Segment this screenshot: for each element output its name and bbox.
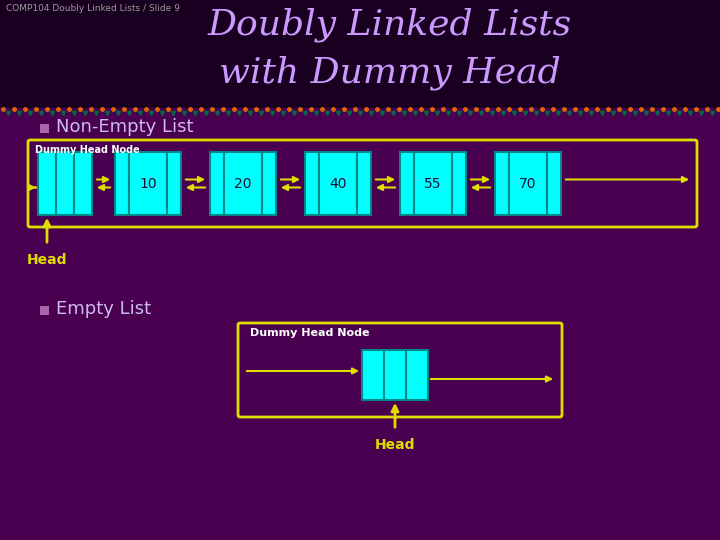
Bar [56, 152, 74, 215]
Bar [384, 350, 406, 400]
Bar [40, 124, 49, 133]
Text: 10: 10 [139, 177, 157, 191]
Bar [406, 350, 428, 400]
Bar [224, 152, 262, 215]
Bar [362, 350, 384, 400]
Bar [115, 152, 129, 215]
Text: Empty List: Empty List [56, 300, 151, 319]
Text: 20: 20 [234, 177, 252, 191]
Bar [357, 152, 371, 215]
Text: Head: Head [27, 253, 67, 267]
Text: Doubly Linked Lists: Doubly Linked Lists [208, 8, 572, 43]
Bar [38, 152, 56, 215]
Text: 70: 70 [519, 177, 536, 191]
Bar [319, 152, 357, 215]
Text: COMP104 Doubly Linked Lists / Slide 9: COMP104 Doubly Linked Lists / Slide 9 [6, 4, 180, 13]
Bar [400, 152, 414, 215]
Bar [262, 152, 276, 215]
Bar [305, 152, 319, 215]
Text: Dummy Head Node: Dummy Head Node [35, 145, 140, 155]
Bar [210, 152, 224, 215]
Text: Head: Head [374, 438, 415, 452]
Bar [452, 152, 466, 215]
Bar [0, 0, 720, 108]
Bar [167, 152, 181, 215]
Bar [495, 152, 509, 215]
Bar [547, 152, 561, 215]
Bar [40, 306, 49, 315]
Text: 55: 55 [424, 177, 442, 191]
Text: Non-Empty List: Non-Empty List [56, 118, 194, 137]
Bar [509, 152, 547, 215]
Text: with Dummy Head: with Dummy Head [219, 56, 561, 91]
Bar [74, 152, 92, 215]
Text: 40: 40 [329, 177, 347, 191]
Text: Dummy Head Node: Dummy Head Node [250, 328, 369, 338]
Bar [414, 152, 452, 215]
Bar [129, 152, 167, 215]
